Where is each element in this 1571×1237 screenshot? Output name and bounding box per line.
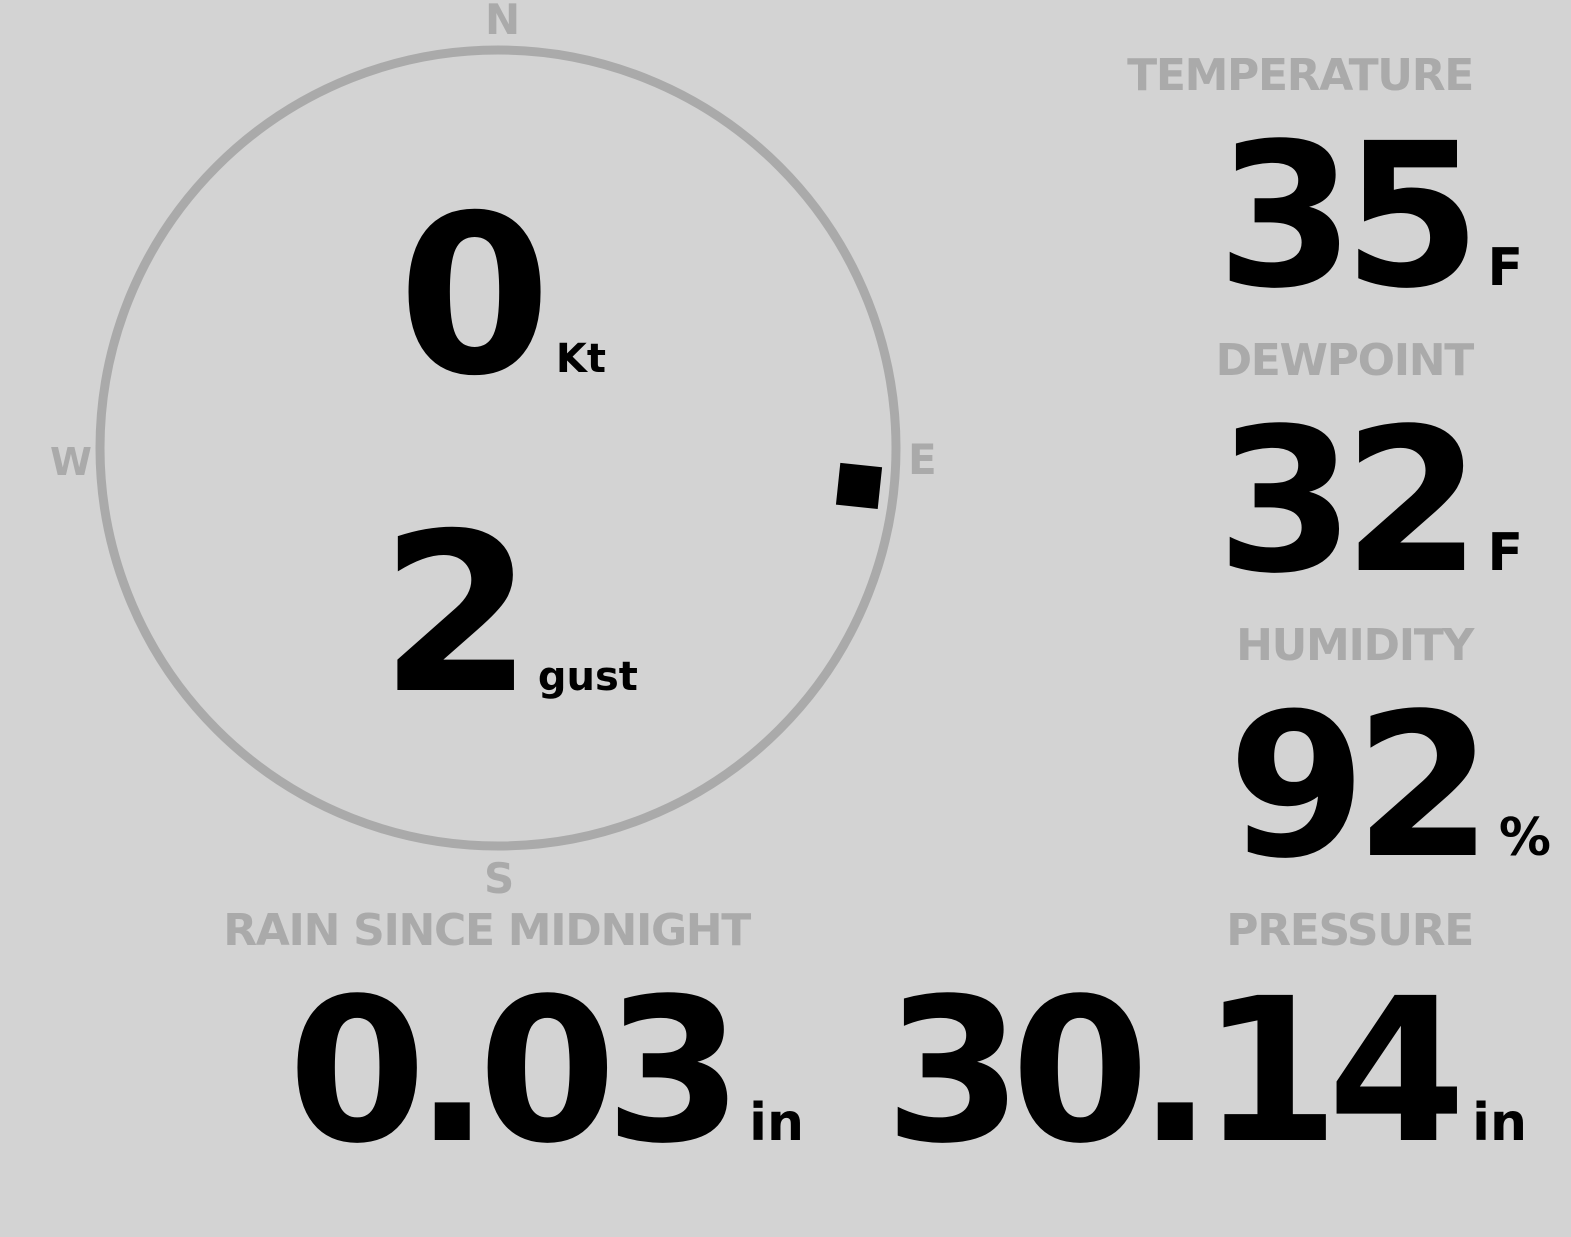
- dewpoint-label: DEWPOINT: [1215, 335, 1475, 386]
- wind-gust-unit: gust: [537, 654, 638, 700]
- wind-direction-marker: [835, 462, 883, 510]
- rain-reading: 0.03 in: [287, 955, 804, 1188]
- humidity-reading: 92%: [1227, 670, 1551, 903]
- temperature-unit: F: [1487, 238, 1523, 298]
- humidity-unit: %: [1498, 808, 1551, 868]
- wind-gust: 2 gust: [380, 486, 638, 742]
- pressure-label: PRESSURE: [1226, 905, 1474, 956]
- pressure-reading: 30.14 in: [884, 955, 1527, 1188]
- compass-south-label: S: [484, 854, 515, 903]
- compass-east-label: E: [908, 435, 937, 484]
- temperature-reading: 35 F: [1216, 100, 1523, 333]
- pressure-unit: in: [1472, 1093, 1527, 1153]
- temperature-value: 35: [1216, 100, 1481, 332]
- wind-speed: 0 Kt: [398, 168, 606, 424]
- humidity-label: HUMIDITY: [1236, 620, 1474, 671]
- temperature-label: TEMPERATURE: [1127, 50, 1474, 101]
- wind-gust-value: 2: [380, 486, 533, 742]
- rain-value: 0.03: [287, 955, 743, 1187]
- wind-speed-unit: Kt: [555, 336, 607, 382]
- pressure-value: 30.14: [884, 955, 1466, 1187]
- dewpoint-value: 32: [1216, 385, 1481, 617]
- humidity-value: 92: [1227, 670, 1493, 902]
- rain-label: RAIN SINCE MIDNIGHT: [223, 905, 751, 956]
- compass-north-label: N: [485, 0, 521, 44]
- rain-unit: in: [749, 1093, 804, 1153]
- dewpoint-reading: 32 F: [1216, 385, 1523, 618]
- dewpoint-unit: F: [1487, 523, 1523, 583]
- compass-west-label: W: [50, 440, 92, 484]
- compass-ring: [95, 45, 901, 851]
- wind-speed-value: 0: [398, 168, 551, 424]
